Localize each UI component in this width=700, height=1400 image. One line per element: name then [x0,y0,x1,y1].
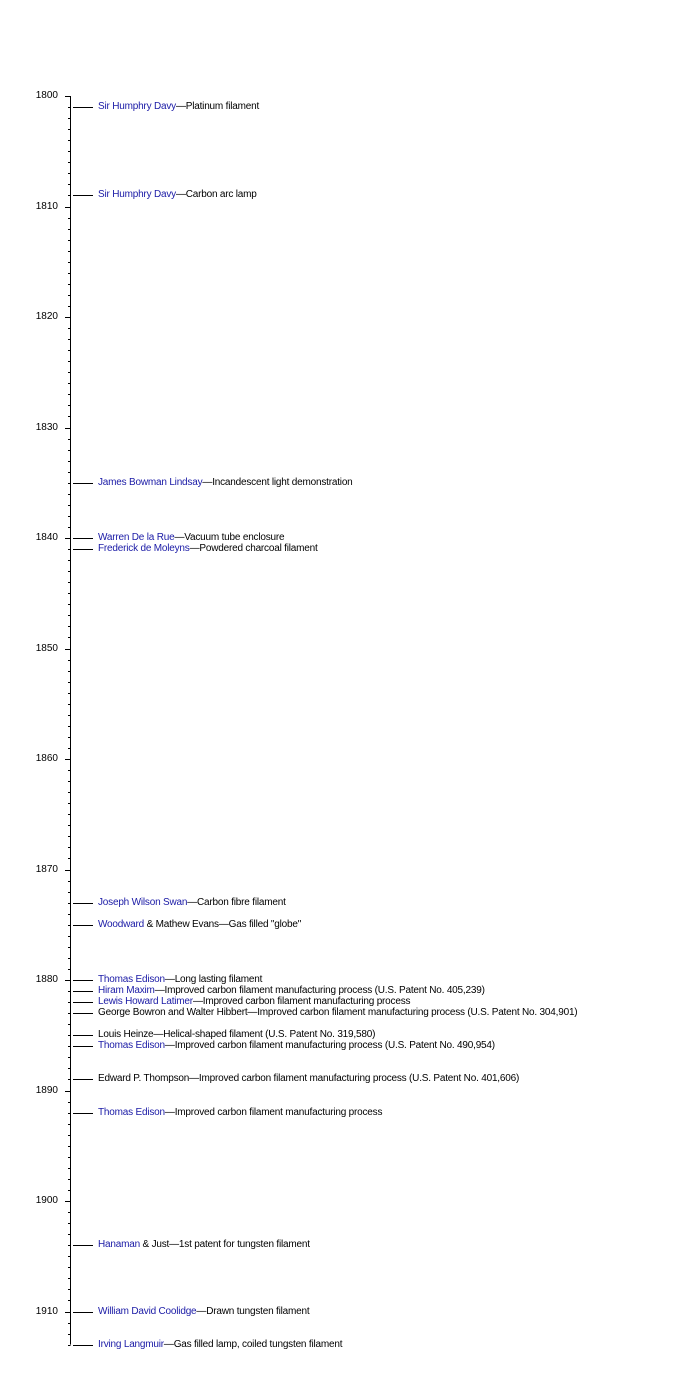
year-label: 1830 [35,421,58,433]
year-label: 1900 [35,1195,58,1206]
event-person-link[interactable]: Joseph Wilson Swan [98,897,188,908]
event-description: —Improved carbon filament manufacturing … [154,985,485,996]
event-description: —Carbon arc lamp [175,189,257,200]
event-person-link[interactable]: Frederick de Moleyns [98,543,190,554]
event-person-link[interactable]: Thomas Edison [98,1040,165,1051]
event-description: George Bowron and Walter Hibbert—Improve… [98,1007,578,1018]
timeline-event: William David Coolidge—Drawn tungsten fi… [98,1306,310,1318]
event-person-link[interactable]: Sir Humphry Davy [98,189,176,200]
timeline-event: George Bowron and Walter Hibbert—Improve… [98,1007,578,1019]
timeline-event: Frederick de Moleyns—Powdered charcoal f… [98,543,318,555]
timeline-event: Hanaman & Just—1st patent for tungsten f… [98,1239,310,1251]
timeline-event: Lewis Howard Latimer—Improved carbon fil… [98,996,411,1008]
year-label: 1860 [35,753,58,764]
year-label: 1820 [35,311,58,322]
timeline-event: Thomas Edison—Improved carbon filament m… [98,1040,495,1052]
event-description: —Platinum filament [175,101,260,112]
year-label: 1910 [35,1305,58,1317]
year-label: 1870 [35,863,58,875]
event-person-link[interactable]: Woodward [98,919,145,930]
timeline-event: Sir Humphry Davy—Platinum filament [98,101,259,113]
event-description: —Powdered charcoal filament [189,543,318,554]
event-description: —Vacuum tube enclosure [174,532,285,543]
timeline-event: Louis Heinze—Helical-shaped filament (U.… [98,1029,375,1041]
event-person-link[interactable]: Lewis Howard Latimer [98,996,193,1007]
event-person-link[interactable]: Hiram Maxim [98,985,155,996]
timeline-event: Woodward & Mathew Evans—Gas filled "glob… [98,919,301,931]
timeline-event: Sir Humphry Davy—Carbon arc lamp [98,189,257,201]
timeline-event: Joseph Wilson Swan—Carbon fibre filament [98,897,286,909]
event-description: —Drawn tungsten filament [196,1306,310,1317]
timeline-event: Thomas Edison—Long lasting filament [98,974,262,986]
event-person-link[interactable]: Hanaman [98,1239,140,1250]
event-person-link[interactable]: Thomas Edison [98,974,165,985]
year-label: 1850 [35,642,58,654]
event-person-link[interactable]: Warren De la Rue [98,532,175,543]
event-person-link[interactable]: James Bowman Lindsay [98,477,203,488]
event-description: —Improved carbon filament manufacturing … [164,1040,495,1051]
event-description: & Just—1st patent for tungsten filament [139,1239,310,1250]
event-description: —Improved carbon filament manufacturing … [164,1107,383,1118]
event-description: —Incandescent light demonstration [202,477,353,488]
year-label: 1840 [35,532,58,543]
timeline-event: Warren De la Rue—Vacuum tube enclosure [98,532,285,544]
year-label: 1810 [35,200,58,212]
event-description: —Improved carbon filament manufacturing … [192,996,411,1007]
event-person-link[interactable]: Thomas Edison [98,1107,165,1118]
event-description: Louis Heinze—Helical-shaped filament (U.… [98,1029,376,1040]
year-label: 1890 [35,1084,58,1096]
timeline-event: James Bowman Lindsay—Incandescent light … [98,477,353,489]
event-person-link[interactable]: Sir Humphry Davy [98,101,176,112]
year-label: 1880 [35,974,58,985]
event-description: & Mathew Evans—Gas filled "globe" [144,919,302,930]
event-description: —Gas filled lamp, coiled tungsten filame… [163,1339,343,1350]
event-description: Edward P. Thompson—Improved carbon filam… [98,1073,520,1084]
event-person-link[interactable]: Irving Langmuir [98,1339,164,1350]
timeline-event: Hiram Maxim—Improved carbon filament man… [98,985,485,997]
event-person-link[interactable]: William David Coolidge [98,1306,197,1317]
timeline-event: Edward P. Thompson—Improved carbon filam… [98,1073,519,1085]
timeline-event: Irving Langmuir—Gas filled lamp, coiled … [98,1339,342,1351]
event-description: —Long lasting filament [164,974,263,985]
timeline-event: Thomas Edison—Improved carbon filament m… [98,1107,382,1119]
event-description: —Carbon fibre filament [187,897,286,908]
year-label: 1800 [35,90,58,101]
